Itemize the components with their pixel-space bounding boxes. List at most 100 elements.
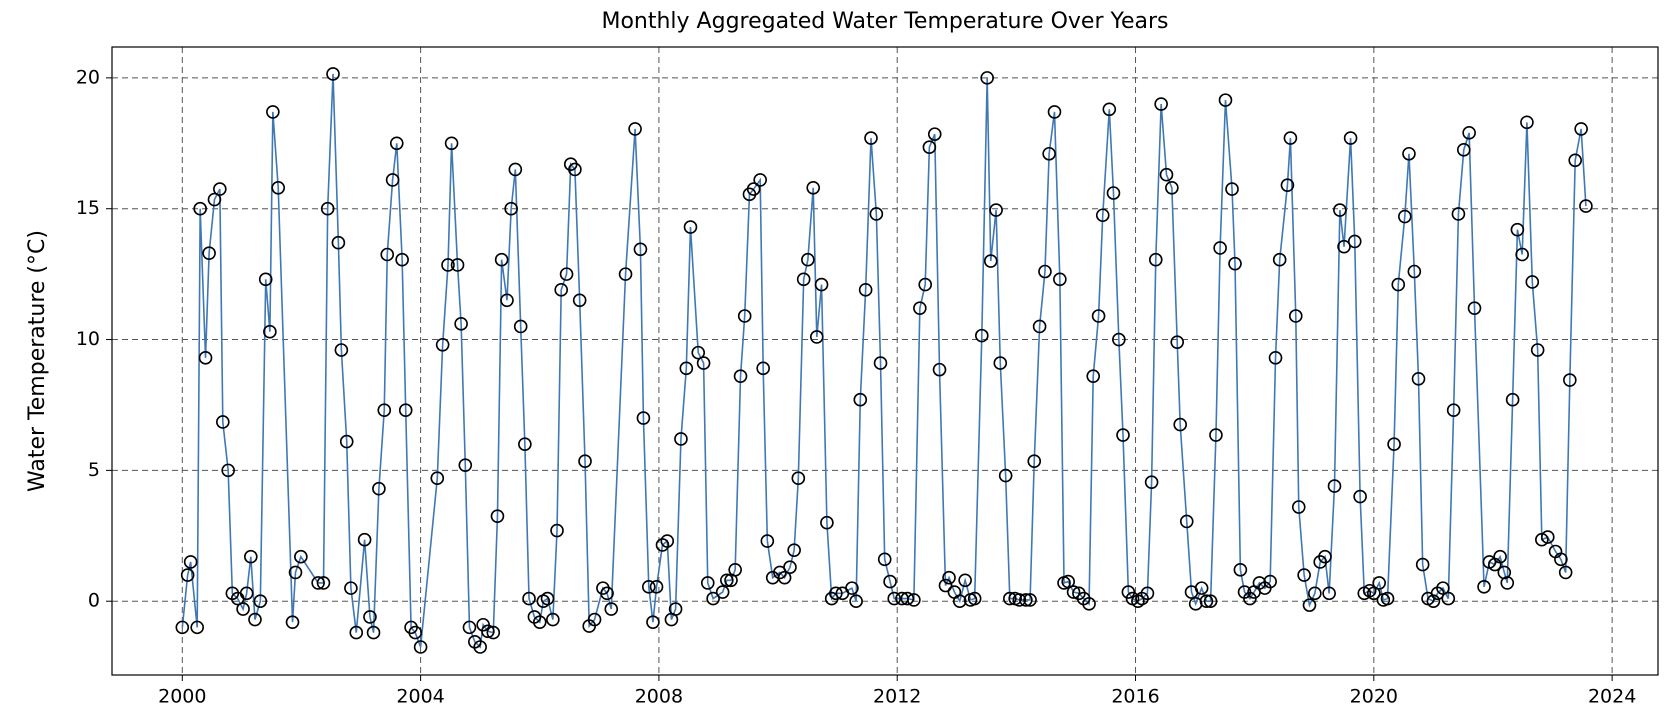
data-point <box>1291 500 1306 514</box>
data-point <box>760 534 775 548</box>
data-point <box>372 481 386 496</box>
data-point <box>522 591 536 606</box>
data-point <box>1102 102 1117 117</box>
data-point <box>377 403 392 417</box>
y-tick-label: 10 <box>76 328 100 350</box>
y-tick-label: 0 <box>88 590 100 612</box>
data-point <box>1106 186 1121 200</box>
data-point <box>540 591 555 606</box>
data-point <box>809 330 824 344</box>
data-line <box>181 73 1587 649</box>
data-point <box>806 180 821 195</box>
data-point <box>858 283 873 297</box>
data-point <box>1333 203 1347 217</box>
data-point <box>1179 514 1194 529</box>
data-point <box>380 247 395 262</box>
data-point <box>1322 586 1336 601</box>
data-point <box>849 594 863 609</box>
data-point <box>258 272 273 287</box>
data-point <box>513 319 528 334</box>
data-point <box>633 242 648 257</box>
data-point <box>1568 153 1582 168</box>
data-point <box>1540 530 1555 544</box>
data-point <box>1398 209 1412 224</box>
data-point <box>1372 576 1386 590</box>
data-point <box>572 293 587 308</box>
data-point <box>1367 586 1381 601</box>
data-point <box>1510 222 1525 237</box>
data-point <box>578 454 592 469</box>
data-point <box>869 207 884 221</box>
data-point <box>473 640 487 654</box>
data-point <box>385 173 400 187</box>
x-tick-label: 2000 <box>158 686 206 708</box>
data-point <box>983 254 998 268</box>
data-point <box>213 182 227 196</box>
data-point <box>334 343 349 357</box>
data-point <box>1213 241 1227 255</box>
data-point <box>288 565 303 580</box>
data-point <box>720 573 734 588</box>
data-point <box>1493 549 1507 564</box>
data-point <box>1086 369 1101 383</box>
data-point <box>349 625 364 640</box>
data-point <box>518 437 532 452</box>
data-point <box>1426 594 1441 609</box>
x-tick-label: 2020 <box>1350 686 1398 708</box>
data-point <box>641 580 656 594</box>
data-point <box>753 173 767 187</box>
data-point <box>1436 581 1450 595</box>
data-point <box>190 620 204 635</box>
data-point <box>395 252 409 267</box>
data-point <box>1446 403 1461 417</box>
data-point <box>175 620 190 635</box>
data-point <box>481 624 495 639</box>
data-point <box>952 594 967 609</box>
data-point <box>1148 252 1163 267</box>
data-point <box>311 576 325 590</box>
data-point <box>1003 591 1017 606</box>
data-point <box>696 356 711 370</box>
data-point <box>1535 532 1549 547</box>
data-point <box>604 602 619 616</box>
data-point <box>913 301 927 315</box>
data-point <box>646 615 660 629</box>
data-point <box>1203 594 1218 609</box>
data-point <box>1027 454 1042 469</box>
data-point <box>1194 581 1209 595</box>
data-point <box>532 615 547 629</box>
data-point <box>1520 115 1534 130</box>
data-point <box>958 573 972 588</box>
y-tick-label: 5 <box>88 459 100 481</box>
data-point <box>462 620 477 635</box>
data-point <box>998 468 1013 483</box>
data-point <box>546 612 560 627</box>
data-point <box>1515 247 1529 262</box>
data-point <box>1116 428 1130 442</box>
data-point <box>550 523 564 538</box>
data-point <box>444 136 459 151</box>
data-point <box>1347 234 1362 249</box>
data-point <box>787 543 801 557</box>
data-point <box>458 458 473 472</box>
data-point <box>430 471 445 486</box>
data-point <box>975 328 989 343</box>
data-point <box>248 612 262 627</box>
data-point <box>1066 585 1081 599</box>
data-point <box>853 392 868 407</box>
data-point <box>864 131 878 145</box>
data-point <box>1353 489 1367 504</box>
data-point <box>316 576 331 590</box>
data-point <box>1233 563 1248 577</box>
chart-title: Monthly Aggregated Water Temperature Ove… <box>601 9 1168 34</box>
data-point <box>791 471 806 486</box>
data-point <box>207 192 222 207</box>
data-point <box>1308 586 1322 601</box>
data-point <box>1411 371 1426 386</box>
data-point <box>737 309 752 323</box>
data-point <box>756 361 770 376</box>
data-point <box>508 162 523 177</box>
data-point <box>801 252 815 267</box>
data-point <box>357 532 372 547</box>
data-point <box>877 552 892 567</box>
